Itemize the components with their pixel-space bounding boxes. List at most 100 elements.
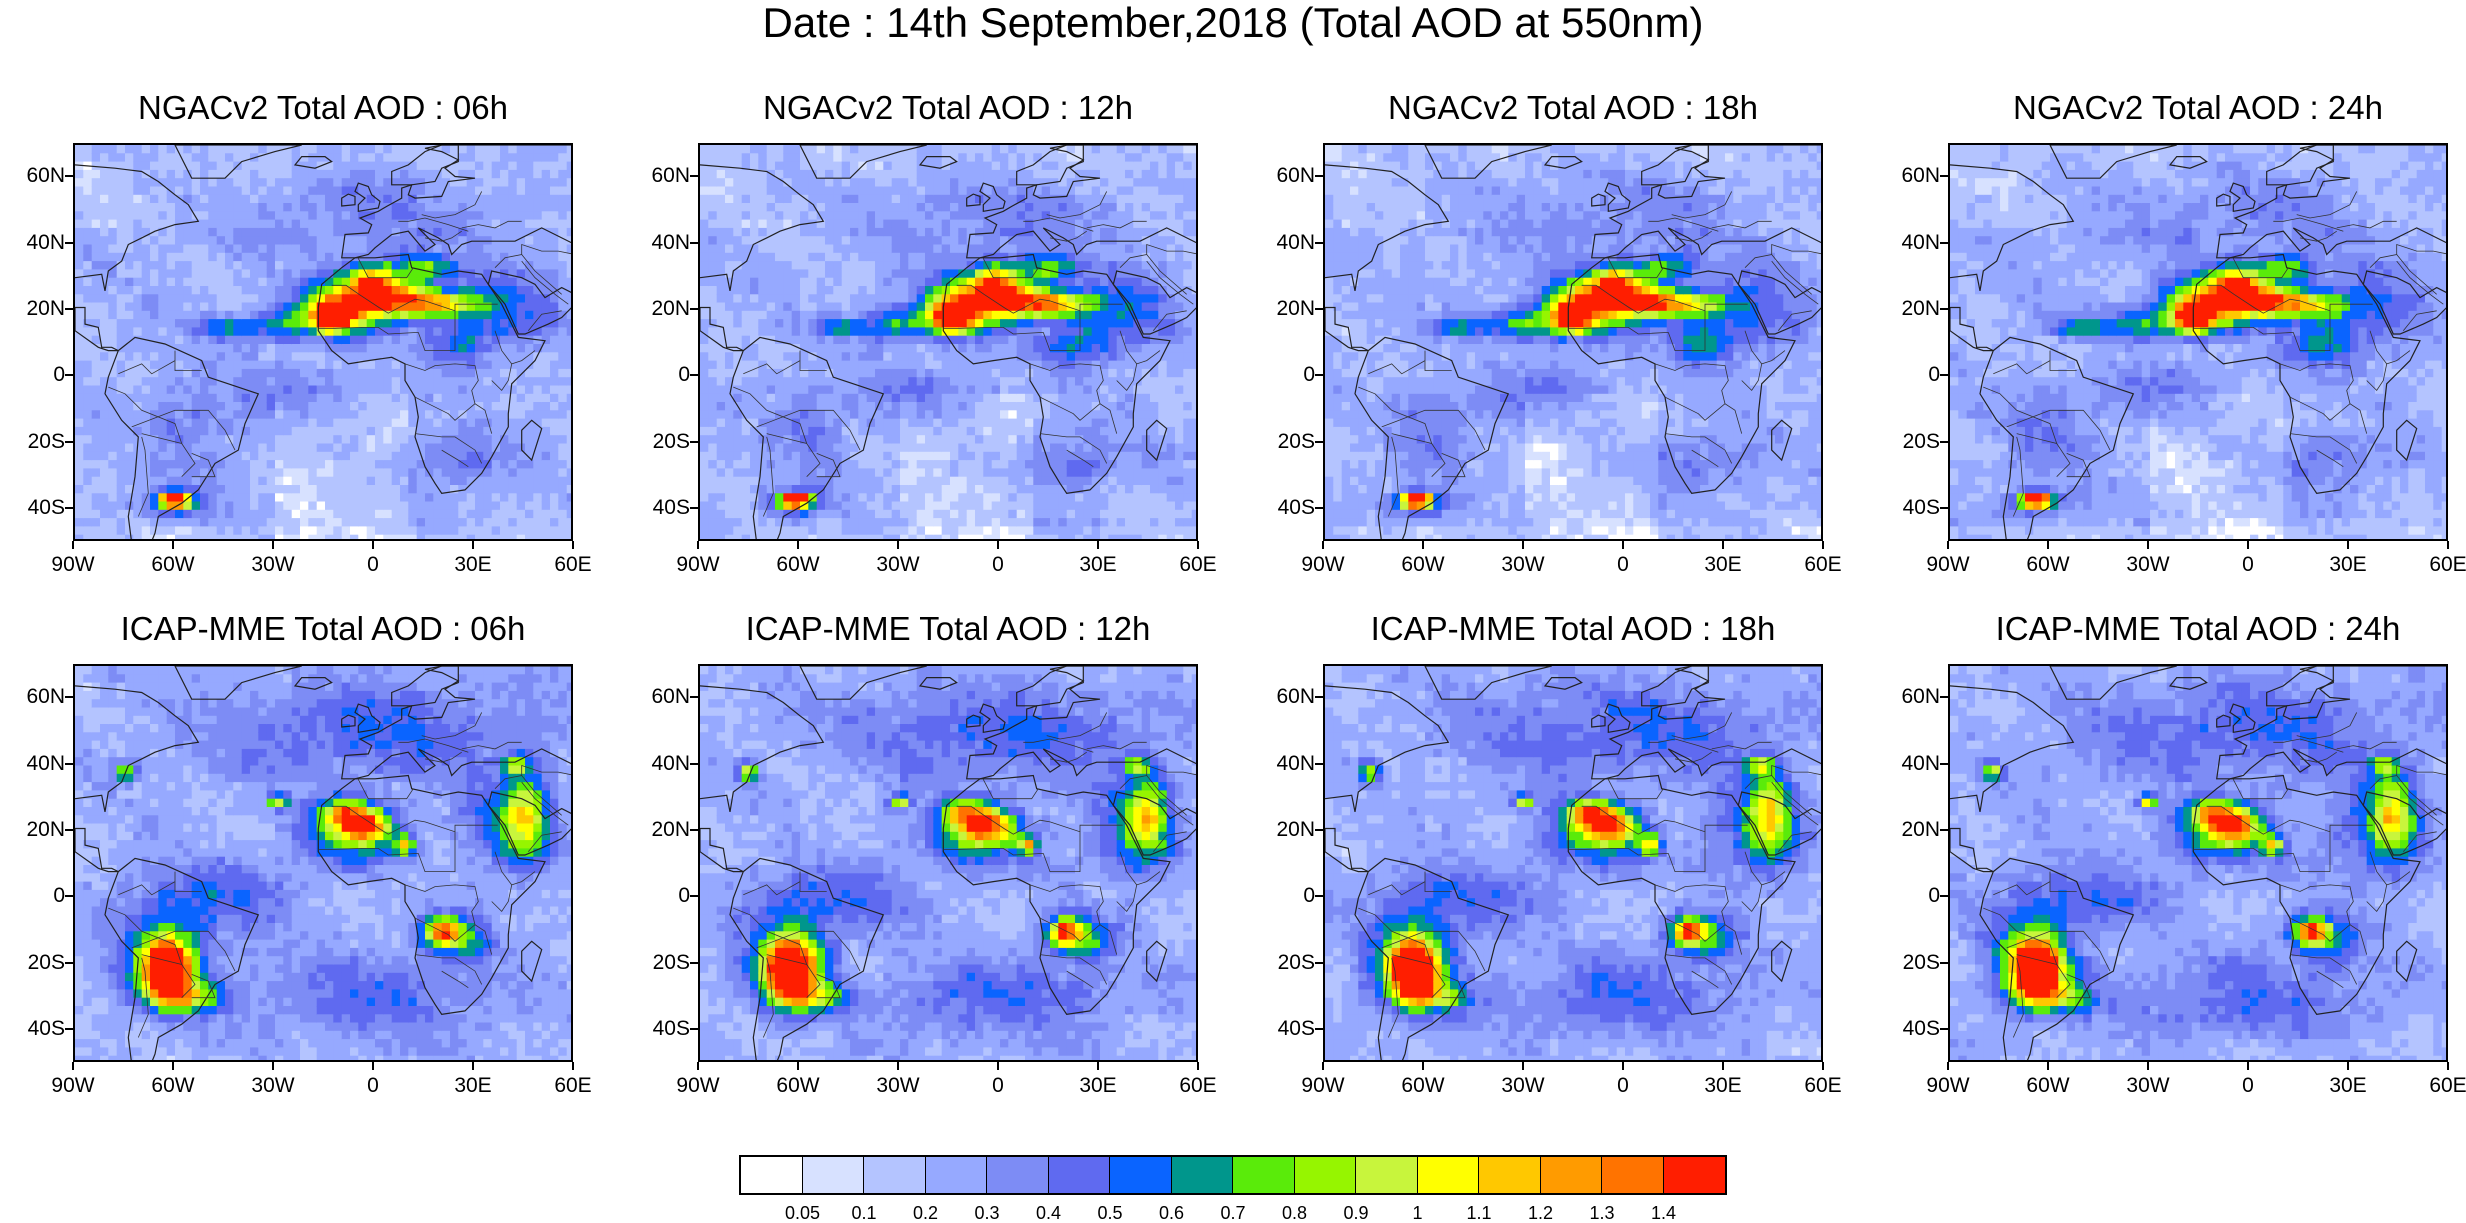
lon-tick-mark: [697, 541, 699, 549]
aod-map-panel: [73, 143, 573, 541]
lon-tick-mark: [697, 1062, 699, 1070]
aod-map-panel: [1323, 664, 1823, 1062]
lon-tick-label: 0: [1588, 553, 1658, 577]
lon-tick-label: 30E: [438, 1074, 508, 1098]
lat-tick-mark: [1940, 895, 1948, 897]
lon-tick-label: 0: [2213, 553, 2283, 577]
lon-tick-label: 30W: [1488, 553, 1558, 577]
panel-title: NGACv2 Total AOD : 06h: [13, 90, 633, 126]
lat-tick-label: 20S: [1884, 951, 1940, 975]
lat-tick-label: 20S: [634, 430, 690, 454]
aod-map-panel: [1948, 664, 2448, 1062]
aod-field: [1950, 666, 2448, 1062]
lon-tick-label: 90W: [1913, 1074, 1983, 1098]
lat-tick-mark: [65, 895, 73, 897]
lon-tick-label: 0: [2213, 1074, 2283, 1098]
colorbar-swatch: [926, 1157, 988, 1193]
lat-tick-mark: [65, 175, 73, 177]
lat-tick-mark: [65, 507, 73, 509]
lon-tick-mark: [1822, 541, 1824, 549]
lat-tick-label: 60N: [9, 685, 65, 709]
lat-tick-label: 40N: [634, 752, 690, 776]
aod-field: [1325, 145, 1823, 541]
lon-tick-label: 60W: [1388, 1074, 1458, 1098]
aod-map-panel: [73, 664, 573, 1062]
lon-tick-label: 90W: [1288, 1074, 1358, 1098]
lat-tick-label: 40N: [1259, 752, 1315, 776]
lat-tick-mark: [1315, 895, 1323, 897]
lon-tick-label: 30W: [238, 553, 308, 577]
lon-tick-label: 30E: [2313, 553, 2383, 577]
lat-tick-mark: [1315, 441, 1323, 443]
lat-tick-mark: [1940, 962, 1948, 964]
lat-tick-label: 60N: [634, 164, 690, 188]
lon-tick-mark: [1622, 541, 1624, 549]
colorbar-swatch: [1664, 1157, 1726, 1193]
lon-tick-mark: [572, 541, 574, 549]
lon-tick-label: 90W: [1913, 553, 1983, 577]
lon-tick-mark: [797, 541, 799, 549]
lat-tick-label: 20N: [9, 818, 65, 842]
aod-field: [75, 145, 573, 541]
lat-tick-mark: [65, 696, 73, 698]
aod-field: [700, 666, 1198, 1062]
colorbar-swatch: [1541, 1157, 1603, 1193]
lon-tick-label: 60W: [138, 1074, 208, 1098]
lat-tick-mark: [690, 962, 698, 964]
panel-title: ICAP-MME Total AOD : 06h: [13, 611, 633, 647]
lon-tick-mark: [1197, 1062, 1199, 1070]
lat-tick-mark: [690, 895, 698, 897]
colorbar-swatch: [1110, 1157, 1172, 1193]
lat-tick-mark: [1315, 242, 1323, 244]
lat-tick-label: 60N: [9, 164, 65, 188]
lat-tick-mark: [1940, 175, 1948, 177]
lat-tick-mark: [1315, 308, 1323, 310]
lon-tick-label: 30W: [863, 553, 933, 577]
lon-tick-mark: [372, 541, 374, 549]
lat-tick-label: 40N: [9, 231, 65, 255]
colorbar-swatch: [1602, 1157, 1664, 1193]
lon-tick-mark: [1097, 541, 1099, 549]
lat-tick-mark: [690, 763, 698, 765]
panel-title: NGACv2 Total AOD : 18h: [1263, 90, 1883, 126]
lon-tick-mark: [1097, 1062, 1099, 1070]
aod-field: [1950, 145, 2448, 541]
colorbar-swatch: [1356, 1157, 1418, 1193]
colorbar-label: 1.1: [1449, 1203, 1509, 1223]
lat-tick-mark: [1940, 696, 1948, 698]
lat-tick-mark: [690, 696, 698, 698]
colorbar-swatch: [987, 1157, 1049, 1193]
lat-tick-label: 20S: [1884, 430, 1940, 454]
lon-tick-mark: [172, 541, 174, 549]
colorbar-swatch: [1233, 1157, 1295, 1193]
lat-tick-mark: [690, 1028, 698, 1030]
lon-tick-mark: [1947, 1062, 1949, 1070]
lat-tick-label: 40S: [634, 496, 690, 520]
colorbar-label: 0.4: [1019, 1203, 1079, 1223]
lon-tick-label: 0: [338, 1074, 408, 1098]
lon-tick-label: 30E: [1063, 1074, 1133, 1098]
lat-tick-mark: [1940, 1028, 1948, 1030]
lon-tick-mark: [2147, 541, 2149, 549]
lat-tick-mark: [1315, 1028, 1323, 1030]
lat-tick-mark: [690, 829, 698, 831]
lat-tick-mark: [1940, 441, 1948, 443]
lon-tick-mark: [2347, 541, 2349, 549]
aod-field: [1325, 666, 1823, 1062]
lon-tick-label: 60E: [1788, 553, 1858, 577]
colorbar-label: 1.3: [1572, 1203, 1632, 1223]
lat-tick-mark: [1315, 763, 1323, 765]
lat-tick-mark: [1315, 507, 1323, 509]
lat-tick-mark: [690, 507, 698, 509]
colorbar-label: 0.05: [773, 1203, 833, 1223]
lat-tick-mark: [690, 175, 698, 177]
lat-tick-mark: [690, 374, 698, 376]
lon-tick-label: 0: [963, 1074, 1033, 1098]
lat-tick-label: 0: [1884, 363, 1940, 387]
panel-title: ICAP-MME Total AOD : 18h: [1263, 611, 1883, 647]
lon-tick-label: 30E: [1688, 1074, 1758, 1098]
lat-tick-label: 20S: [1259, 951, 1315, 975]
lat-tick-mark: [1315, 962, 1323, 964]
lat-tick-label: 0: [1259, 884, 1315, 908]
lon-tick-mark: [1322, 541, 1324, 549]
